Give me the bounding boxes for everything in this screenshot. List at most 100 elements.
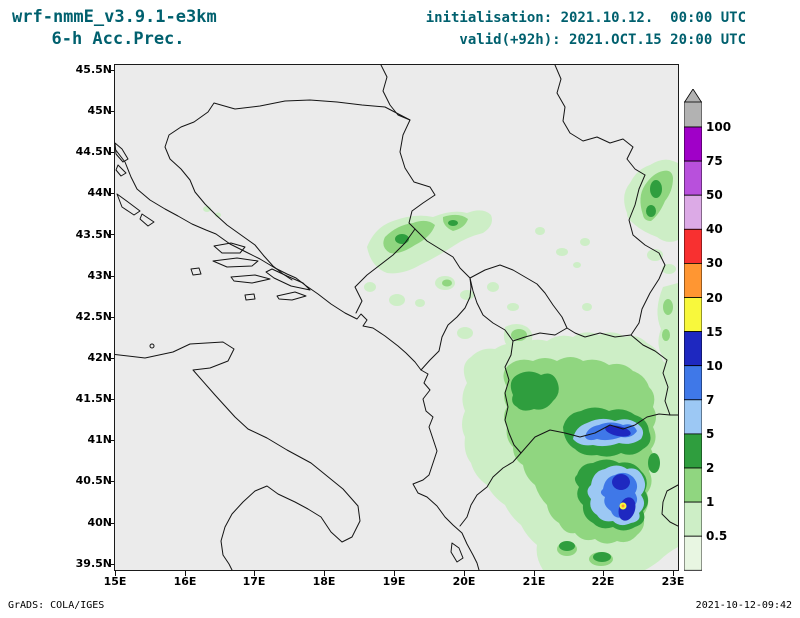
colorbar-scale xyxy=(683,88,703,571)
colorbar-segment xyxy=(683,433,703,469)
lon-tick xyxy=(394,571,395,576)
lat-tick xyxy=(108,564,114,565)
lat-tick xyxy=(108,70,114,71)
peljesac-peninsula xyxy=(265,268,311,291)
lat-label: 43.5N xyxy=(75,228,112,241)
lat-label: 42.5N xyxy=(75,310,112,323)
colorbar-segment xyxy=(683,101,703,128)
island-korcula xyxy=(230,274,271,284)
lon-label: 19E xyxy=(382,575,406,588)
border-montenegro-albania xyxy=(420,277,472,371)
border-serbia-montenegro xyxy=(414,228,471,279)
lon-label: 21E xyxy=(522,575,546,588)
lat-label: 40.5N xyxy=(75,474,112,487)
colorbar-label: 1 xyxy=(706,495,715,509)
colorbar-label: 0.5 xyxy=(706,529,728,543)
valid-time-line: valid(+92h): 2021.OCT.15 20:00 UTC xyxy=(459,32,746,48)
lat-label: 45.5N xyxy=(75,63,112,76)
precip-layer-20 xyxy=(621,504,625,508)
border-serbia-bulgaria xyxy=(628,174,666,336)
colorbar-segment xyxy=(683,365,703,401)
lat-label: 42N xyxy=(87,351,112,364)
island-hvar xyxy=(212,257,259,268)
island-pag xyxy=(114,142,129,163)
island-corfu xyxy=(450,542,464,563)
colorbar-segment xyxy=(683,194,703,230)
border-serbia-macedonia xyxy=(566,327,632,338)
colorbar-label: 40 xyxy=(706,222,723,236)
colorbar-segment xyxy=(683,126,703,162)
lat-tick xyxy=(108,399,114,400)
lat-label: 45N xyxy=(87,104,112,117)
colorbar-label: 10 xyxy=(706,359,723,373)
model-name: wrf-nmmE_v3.9.1-e3km xyxy=(12,7,217,27)
lon-tick xyxy=(115,571,116,576)
lat-label: 43N xyxy=(87,269,112,282)
colorbar-label: 5 xyxy=(706,427,715,441)
lat-label: 40N xyxy=(87,516,112,529)
country-borders xyxy=(164,64,679,527)
lat-tick xyxy=(108,317,114,318)
lon-tick xyxy=(464,571,465,576)
border-serbia-romania xyxy=(554,64,646,176)
border-macedonia-bulgaria xyxy=(630,334,671,416)
title-block: wrf-nmmE_v3.9.1-e3km 6-h Acc.Prec. xyxy=(12,6,224,50)
lon-tick xyxy=(673,571,674,576)
lon-label: 22E xyxy=(591,575,615,588)
lat-tick xyxy=(108,193,114,194)
greek-gulf-coastline xyxy=(661,484,679,527)
lon-label: 15E xyxy=(103,575,127,588)
lat-tick xyxy=(108,152,114,153)
border-bosnia-montenegro xyxy=(354,228,416,314)
lat-label: 41.5N xyxy=(75,392,112,405)
border-kosovo-albania xyxy=(469,277,514,342)
island-vis xyxy=(190,267,202,276)
lat-tick xyxy=(108,440,114,441)
colorbar-label: 7 xyxy=(706,393,715,407)
border-danube-drina xyxy=(380,64,436,230)
lon-label: 18E xyxy=(312,575,336,588)
lon-label: 17E xyxy=(242,575,266,588)
lat-tick xyxy=(108,481,114,482)
colorbar-label: 15 xyxy=(706,325,723,339)
colorbar-label: 50 xyxy=(706,188,723,202)
colorbar-segment xyxy=(683,535,703,571)
lon-tick xyxy=(254,571,255,576)
colorbar-segment xyxy=(683,399,703,435)
colorbar-segment xyxy=(683,501,703,537)
initialisation-line: initialisation: 2021.10.12. 00:00 UTC xyxy=(425,10,746,26)
lat-tick xyxy=(108,276,114,277)
creation-timestamp: 2021-10-12-09:42 xyxy=(695,600,792,611)
coastlines xyxy=(114,142,679,571)
island-pag-south xyxy=(115,164,127,177)
lon-tick xyxy=(603,571,604,576)
product-name: 6-h Acc.Prec. xyxy=(51,29,185,49)
lat-label: 39.5N xyxy=(75,557,112,570)
border-macedonia-greece xyxy=(520,413,679,454)
italy-coastline xyxy=(114,341,361,571)
lon-tick xyxy=(534,571,535,576)
map-canvas xyxy=(114,64,679,571)
lat-tick xyxy=(108,111,114,112)
colorbar-segment xyxy=(683,228,703,264)
colorbar-label: 100 xyxy=(706,120,732,134)
colorbar-segment xyxy=(683,160,703,196)
balkan-coastline xyxy=(114,148,480,571)
lat-label: 41N xyxy=(87,433,112,446)
border-kosovo-macedonia xyxy=(512,327,568,342)
lon-tick xyxy=(185,571,186,576)
lat-tick xyxy=(108,234,114,235)
colorbar-segment xyxy=(683,297,703,332)
lon-label: 23E xyxy=(661,575,685,588)
border-sava-una xyxy=(164,99,411,281)
border-albania-greece xyxy=(459,452,522,527)
island-kornati xyxy=(139,213,155,227)
grads-stamp: GrADS: COLA/IGES xyxy=(8,600,105,611)
colorbar-overflow-arrow xyxy=(683,88,703,104)
lat-tick xyxy=(108,523,114,524)
border-serbia-kosovo xyxy=(469,264,568,329)
island-dugi-otok xyxy=(116,193,141,216)
island-lastovo xyxy=(244,293,256,301)
colorbar-label: 2 xyxy=(706,461,715,475)
